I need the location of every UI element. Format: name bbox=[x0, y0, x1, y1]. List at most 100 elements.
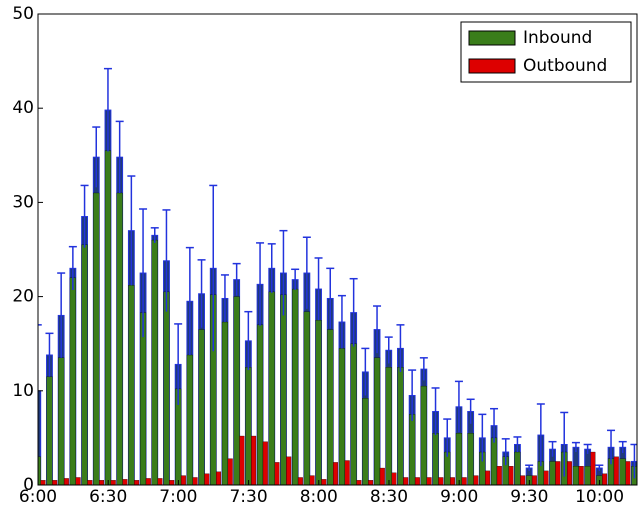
outbound-bar bbox=[239, 435, 245, 485]
x-tick-label: 8:00 bbox=[300, 487, 338, 507]
outbound-bar bbox=[227, 458, 233, 485]
inbound-bar bbox=[432, 433, 439, 485]
x-tick-label: 7:00 bbox=[159, 487, 197, 507]
y-tick-label: 50 bbox=[12, 4, 34, 24]
y-tick-label: 0 bbox=[23, 475, 34, 495]
outbound-bar bbox=[485, 470, 491, 485]
outbound-bar bbox=[438, 477, 444, 485]
inbound-bar bbox=[619, 458, 626, 485]
inbound-bar bbox=[128, 285, 135, 485]
outbound-bar bbox=[450, 477, 455, 485]
outbound-bar bbox=[204, 473, 210, 485]
legend-swatch bbox=[468, 30, 516, 46]
inbound-bar bbox=[572, 466, 580, 485]
inbound-bar bbox=[93, 192, 100, 485]
inbound-bar bbox=[490, 437, 498, 485]
outbound-bar bbox=[602, 473, 608, 485]
x-tick-label: 8:30 bbox=[370, 487, 408, 507]
y-tick-label: 40 bbox=[12, 98, 34, 118]
outbound-bar bbox=[180, 475, 186, 485]
inbound-bar bbox=[233, 296, 240, 485]
y-tick-label: 20 bbox=[12, 287, 34, 307]
y-tick-label: 30 bbox=[12, 192, 34, 212]
inbound-bar bbox=[338, 348, 346, 485]
plot-area bbox=[38, 67, 637, 485]
outbound-bar bbox=[403, 477, 409, 485]
inbound-bar bbox=[373, 357, 381, 485]
inbound-bar bbox=[280, 294, 287, 485]
legend-swatch bbox=[468, 58, 516, 74]
x-tick-label: 6:00 bbox=[19, 487, 57, 507]
inbound-bar bbox=[245, 367, 252, 485]
outbound-bar bbox=[473, 475, 479, 485]
inbound-bar bbox=[58, 357, 65, 485]
outbound-bar bbox=[262, 441, 268, 485]
inbound-bar bbox=[221, 321, 229, 485]
outbound-bar bbox=[169, 480, 175, 485]
inbound-bar bbox=[38, 456, 41, 485]
y-tick-label: 10 bbox=[12, 381, 34, 401]
inbound-bar bbox=[397, 367, 404, 485]
inbound-bar bbox=[81, 244, 88, 485]
mean-bar bbox=[38, 390, 42, 485]
outbound-bar bbox=[63, 478, 69, 485]
inbound-bar bbox=[584, 466, 591, 485]
outbound-bar bbox=[590, 451, 596, 485]
outbound-bar bbox=[379, 467, 385, 485]
outbound-bar bbox=[555, 461, 561, 485]
x-tick-label: 9:30 bbox=[510, 487, 548, 507]
inbound-bar bbox=[444, 451, 451, 485]
outbound-bar bbox=[344, 460, 350, 485]
outbound-bar bbox=[286, 456, 292, 485]
frame bbox=[37, 13, 638, 486]
outbound-bar bbox=[145, 478, 151, 485]
inbound-bar bbox=[116, 192, 123, 485]
x-tick-label: 7:30 bbox=[229, 487, 267, 507]
x-tick-label: 10:00 bbox=[575, 487, 624, 507]
inbound-bar bbox=[163, 291, 170, 485]
outbound-bar bbox=[461, 477, 467, 485]
inbound-bar bbox=[104, 150, 112, 485]
inbound-bar bbox=[256, 324, 264, 485]
inbound-bar bbox=[350, 343, 357, 485]
outbound-bar bbox=[426, 477, 432, 485]
inbound-bar bbox=[315, 319, 322, 485]
x-tick-label: 9:00 bbox=[440, 487, 478, 507]
outbound-bar bbox=[274, 462, 280, 485]
outbound-bar bbox=[251, 435, 257, 485]
outbound-bar bbox=[543, 470, 549, 485]
inbound-bar bbox=[385, 367, 392, 485]
x-tick-label: 6:30 bbox=[89, 487, 127, 507]
inbound-bar bbox=[151, 239, 158, 485]
outbound-bar bbox=[157, 478, 163, 485]
inbound-bar bbox=[46, 376, 53, 485]
outbound-bar bbox=[110, 480, 116, 485]
outbound-bar bbox=[391, 472, 397, 485]
inbound-bar bbox=[327, 329, 334, 485]
inbound-bar bbox=[549, 461, 556, 485]
outbound-bar bbox=[368, 480, 374, 485]
inbound-bar bbox=[409, 414, 416, 485]
inbound-bar bbox=[292, 288, 299, 485]
outbound-bar bbox=[625, 461, 631, 485]
outbound-bar bbox=[321, 479, 327, 485]
outbound-bar bbox=[567, 461, 572, 485]
outbound-bar bbox=[122, 479, 128, 485]
inbound-bar bbox=[186, 354, 193, 485]
outbound-bar bbox=[309, 475, 315, 485]
inbound-bar bbox=[514, 451, 521, 485]
outbound-bar bbox=[520, 475, 526, 485]
inbound-bar bbox=[362, 398, 369, 485]
outbound-bar bbox=[613, 456, 619, 485]
outbound-bar bbox=[52, 480, 58, 485]
outbound-bar bbox=[40, 480, 46, 485]
inbound-bar bbox=[139, 312, 147, 485]
outbound-bar bbox=[508, 466, 514, 485]
outbound-bar bbox=[333, 462, 339, 485]
outbound-bar bbox=[216, 471, 222, 485]
outbound-bar bbox=[297, 477, 303, 485]
legend-label: Outbound bbox=[523, 56, 607, 76]
inbound-bar bbox=[198, 329, 205, 485]
inbound-bar bbox=[455, 433, 463, 485]
inbound-bar bbox=[467, 433, 474, 485]
